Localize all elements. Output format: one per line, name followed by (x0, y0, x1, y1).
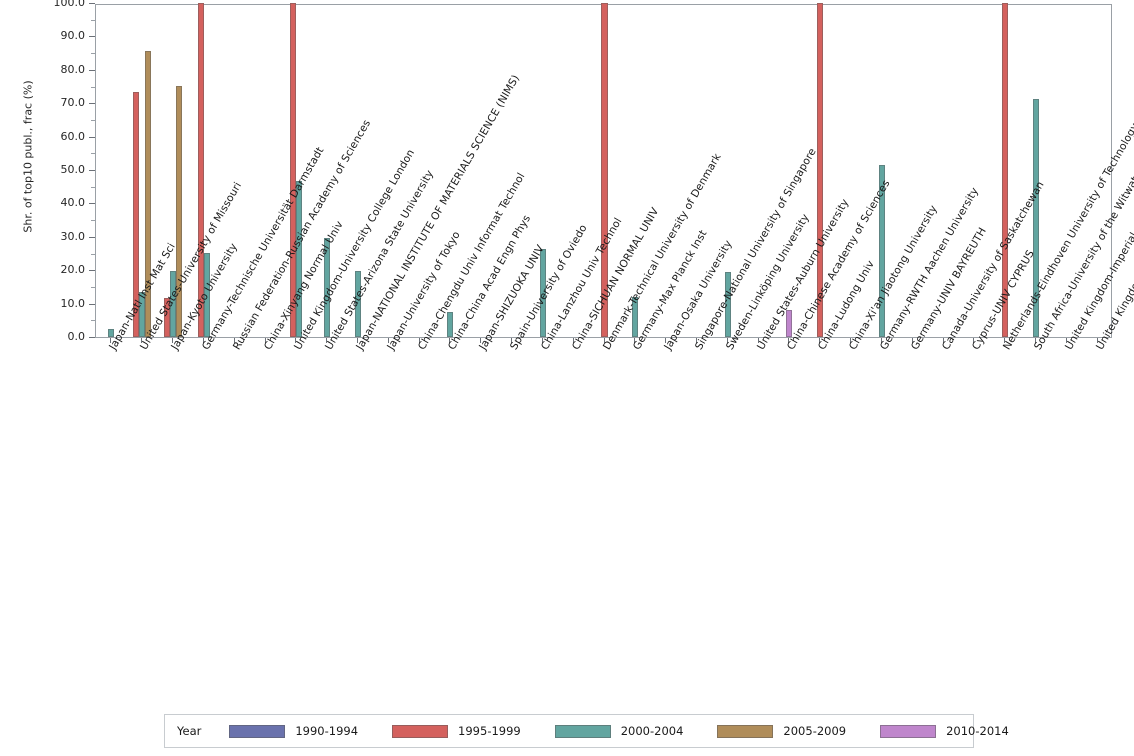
y-tick-label: 90.0 (60, 29, 86, 43)
x-tick (295, 338, 297, 343)
x-tick (511, 338, 513, 343)
y-tick-label: 30.0 (60, 229, 86, 243)
legend-title: Year (177, 724, 202, 738)
x-tick (695, 338, 697, 343)
bar (817, 3, 824, 337)
bar (290, 3, 297, 337)
x-tick (603, 338, 605, 343)
x-tick (819, 338, 821, 343)
x-tick (634, 338, 636, 343)
bar (324, 238, 331, 337)
x-tick (942, 338, 944, 343)
x-tick (110, 338, 112, 343)
bar (724, 271, 731, 337)
x-tick (418, 338, 420, 343)
y-axis-title: Shr. of top10 publ., frac (%) (21, 80, 35, 233)
x-tick (387, 338, 389, 343)
legend-swatch (717, 724, 774, 738)
x-tick (726, 338, 728, 343)
bar (203, 252, 211, 337)
x-tick (1065, 338, 1067, 343)
x-tick (233, 338, 235, 343)
x-tick (480, 338, 482, 343)
legend-label: 2010-2014 (946, 724, 1009, 738)
plot-area (95, 3, 1112, 338)
y-tick-label: 80.0 (60, 62, 86, 76)
y-tick-label: 50.0 (60, 163, 86, 176)
x-tick (1004, 338, 1006, 343)
legend-entries: 1990-1994 1995-1999 2000-2004 2005-2009 2010… (229, 724, 1042, 738)
legend-swatch (392, 724, 449, 738)
y-tick-label: 100.0 (53, 0, 86, 9)
legend-entry[interactable]: 2005-2009 (717, 724, 846, 738)
legend-swatch (554, 724, 611, 738)
bar (1032, 98, 1040, 337)
legend-entry[interactable]: 1995-1999 (392, 724, 521, 738)
bar (132, 91, 140, 337)
legend-entry[interactable]: 2010-2014 (880, 724, 1009, 738)
x-tick (788, 338, 790, 343)
bar (145, 51, 152, 337)
legend-label: 1995-1999 (458, 724, 521, 738)
bar (878, 165, 885, 337)
legend-swatch (229, 724, 286, 738)
x-tick (850, 338, 852, 343)
x-tick (1034, 338, 1036, 343)
y-tick-label: 10.0 (60, 296, 86, 310)
y-tick-label: 0.0 (67, 330, 86, 343)
chart-legend: Year 1990-1994 1995-1999 2000-2004 2005-200… (164, 714, 1009, 748)
bar (176, 85, 183, 337)
legend-swatch (880, 724, 937, 738)
x-tick (911, 338, 913, 343)
legend-label: 1990-1994 (295, 724, 359, 738)
bar (539, 248, 546, 337)
y-tick-label: 20.0 (60, 263, 86, 277)
legend-entry[interactable]: 1990-1994 (229, 724, 358, 738)
x-tick (880, 338, 882, 343)
x-tick (665, 338, 667, 343)
y-tick-label: 40.0 (60, 196, 86, 210)
bar (1002, 3, 1009, 337)
bar (163, 297, 170, 337)
bar (601, 3, 608, 337)
y-tick-label: 60.0 (60, 129, 86, 143)
x-tick (757, 338, 759, 343)
x-tick (356, 338, 358, 343)
bar (108, 329, 115, 337)
bar (632, 297, 639, 337)
bar (197, 3, 204, 337)
x-tick (141, 338, 143, 343)
legend-label: 2005-2009 (783, 724, 847, 738)
x-tick (973, 338, 975, 343)
legend-entry[interactable]: 2000-2004 (554, 724, 684, 738)
x-tick (202, 338, 204, 343)
x-tick (1096, 338, 1098, 343)
x-tick (572, 338, 574, 343)
x-tick (326, 338, 328, 343)
legend-label: 2000-2004 (620, 724, 684, 738)
bar (169, 270, 177, 337)
x-tick (541, 338, 543, 343)
bar (139, 291, 146, 337)
x-tick (449, 338, 451, 343)
bar (296, 180, 303, 337)
x-tick (264, 338, 266, 343)
bar (354, 270, 362, 337)
bars-container (96, 3, 1111, 337)
bar (447, 312, 454, 337)
x-tick (172, 338, 174, 343)
y-tick-label: 70.0 (60, 96, 86, 110)
bar (786, 309, 793, 337)
